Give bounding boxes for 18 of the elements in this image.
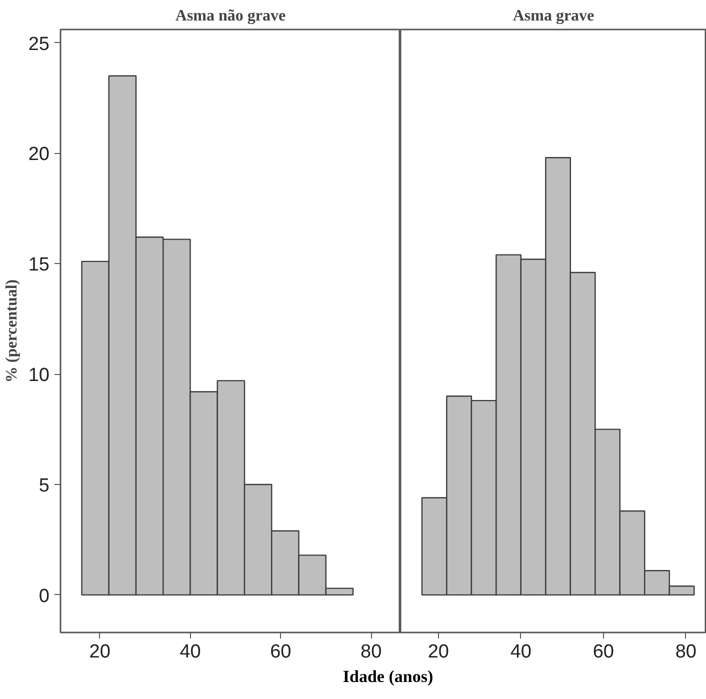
- y-tick-label: 5: [38, 476, 50, 497]
- x-tick-label: 60: [270, 642, 292, 662]
- x-axis-title: Idade (anos): [342, 666, 434, 688]
- y-tick-label: 25: [28, 34, 50, 55]
- x-tick-label: 80: [675, 642, 696, 662]
- x-tick-label: 80: [360, 642, 382, 662]
- chart-title: Asma grave: [512, 8, 594, 24]
- x-tick-label: 60: [592, 642, 614, 662]
- x-tick-label: 40: [180, 642, 201, 662]
- y-tick-label: 20: [28, 144, 50, 166]
- y-tick-label: 0: [38, 586, 50, 607]
- y-tick-label: 10: [28, 365, 50, 386]
- x-tick-label: 20: [89, 642, 110, 662]
- y-axis-title: % (percentual): [3, 279, 20, 383]
- chart-title: Asma não grave: [175, 8, 286, 24]
- y-tick-label: 15: [28, 254, 50, 276]
- x-tick-label: 20: [428, 642, 450, 662]
- x-tick-label: 40: [510, 642, 532, 662]
